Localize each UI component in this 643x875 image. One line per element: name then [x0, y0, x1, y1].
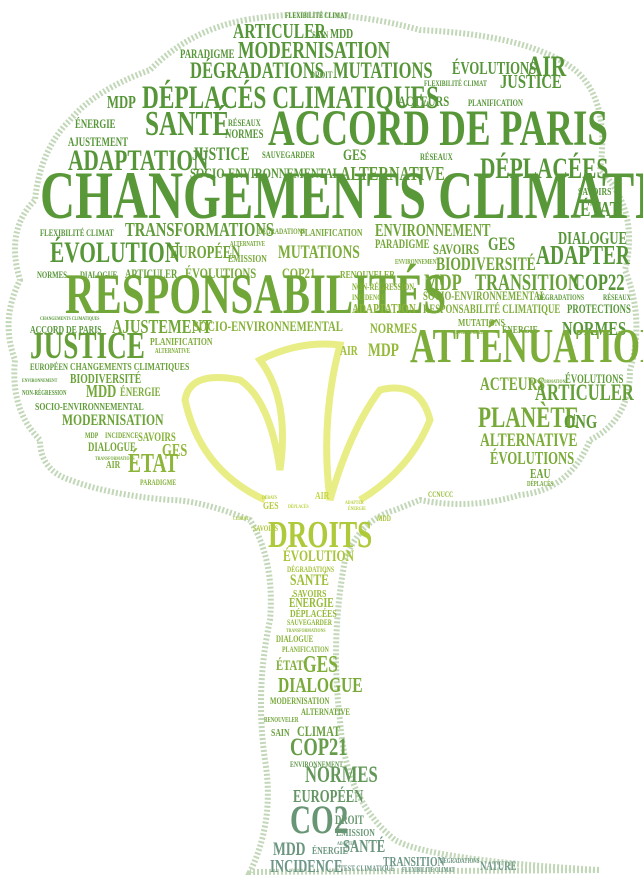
word: ENVIRONNEMENT [375, 221, 490, 241]
word: PROTECTIONS [567, 304, 631, 317]
word: DÉGRADATIONS [440, 856, 480, 865]
word: DÉPLACÉS [288, 503, 309, 510]
word: GES [263, 501, 279, 512]
word: MDP [107, 93, 136, 113]
word: SAIN [271, 728, 290, 739]
word: ATTÉNUATION [410, 320, 643, 374]
word: SOCIO-ENVIRONNEMENTAL [423, 291, 546, 304]
word: ALTERNATIVE [230, 241, 265, 248]
word: DROIT [335, 815, 364, 828]
word: ADAPTER [536, 241, 631, 271]
word: RESPONSABILITÉ CLIMATIQUE [423, 303, 560, 317]
word: ÉTAT [128, 449, 178, 479]
word: ADAPTER [345, 501, 364, 507]
word: DROIT [310, 70, 333, 80]
word: NON-RÉGRESSION [22, 388, 67, 397]
word: EUROPÉEN [30, 361, 68, 372]
word: SANTÉ [290, 570, 329, 590]
word: MDD [377, 514, 391, 523]
word: ADAPTATION [352, 302, 416, 317]
word: ACCORD DE PARIS [268, 99, 608, 156]
page: {"words":["FLEXIBILITÉ CLIMAT","ARTICULE… [0, 0, 643, 875]
word: SAUVEGARDER [287, 618, 333, 627]
word: DÉGRADATIONS [258, 227, 305, 236]
word: INCIDENCE [105, 431, 139, 440]
word: SOCIO-ENVIRONNEMENTAL [193, 317, 343, 334]
word: NORMES [225, 129, 264, 142]
word: SANTÉ [145, 103, 229, 143]
word: RÉSEAUX [603, 293, 631, 302]
word: DÉGRADATIONS [537, 293, 584, 302]
word: DIALOGUE [278, 674, 363, 698]
word: EAU [530, 467, 551, 482]
word: NON-RÉGRESSION [352, 281, 414, 292]
word: PARADIGME [140, 478, 176, 487]
word: MDP [368, 339, 399, 361]
word: ÉNERGIE [120, 386, 161, 400]
word: ALTERNATIVE [480, 429, 577, 451]
word: AIR [106, 460, 120, 471]
word: AIR [315, 491, 329, 502]
word: SANTÉ [343, 837, 385, 857]
word: RÉSEAUX [228, 117, 261, 128]
word: MDP [85, 431, 99, 440]
word: INCIDENCE [270, 857, 342, 875]
word: CLIMAT [233, 517, 249, 523]
word: RENOUVELER [264, 717, 299, 724]
word: GES [488, 233, 515, 255]
word: PLANIFICATION [300, 228, 363, 239]
words: FLEXIBILITÉ CLIMATARTICULERSAINMDDPARADI… [22, 11, 643, 875]
word: CHANGEMENTS CLIMATIQUES [40, 317, 100, 323]
word: NORMES [305, 762, 378, 787]
word: MDD [86, 382, 116, 402]
word: ÉTAT [276, 656, 304, 673]
word: DÉPLACÉS [527, 479, 554, 488]
word: NATURE [480, 861, 516, 874]
word: ÉNERGIE [75, 118, 116, 132]
word: ALTERNATIVE [301, 707, 350, 717]
word: ENVIRONNEMENT [22, 379, 58, 385]
word: NORMES [37, 270, 67, 280]
word: CCNUCC [428, 490, 453, 499]
word: MODERNISATION [270, 696, 329, 706]
word: MODERNISATION [62, 411, 163, 429]
word: ÉNERGIE [348, 505, 366, 512]
word: MUTATIONS [278, 241, 360, 263]
word: COP22 [573, 270, 625, 295]
word: DIALOGUE [276, 634, 314, 644]
word: PLANIFICATION [150, 337, 213, 348]
word: JUSTICE [500, 70, 562, 93]
word: FLEXIBILITÉ CLIMAT [402, 865, 455, 874]
word: AIR [340, 344, 358, 359]
word-cloud-tree: FLEXIBILITÉ CLIMATARTICULERSAINMDDPARADI… [0, 0, 643, 875]
word: ÉTAT [580, 196, 620, 221]
word: COP21 [290, 732, 348, 761]
word: PARADIGME [375, 239, 429, 252]
branch-outline [185, 344, 430, 500]
word: ÉVOLUTION [283, 546, 354, 566]
word: ALTERNATIVE [155, 348, 190, 355]
